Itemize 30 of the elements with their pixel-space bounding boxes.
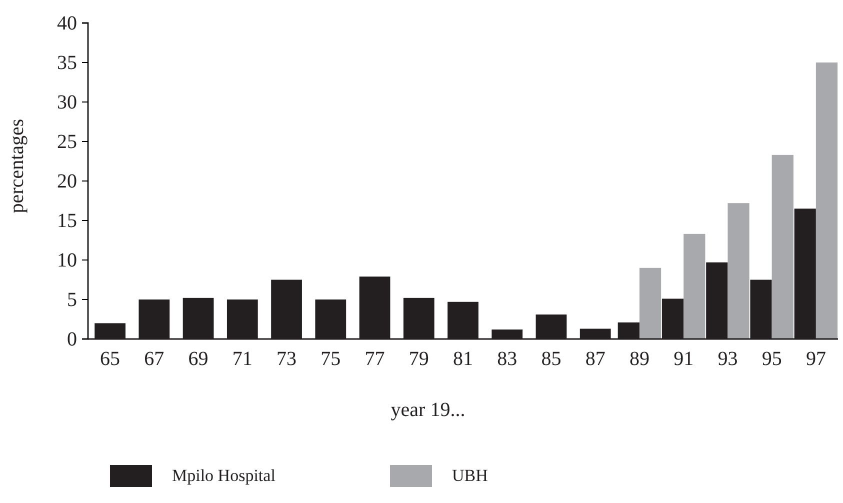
legend-label: UBH xyxy=(452,466,488,485)
x-tick-label: 89 xyxy=(629,348,650,370)
x-tick-label: 65 xyxy=(100,348,120,370)
y-tick-label: 5 xyxy=(67,288,77,311)
x-tick-label: 71 xyxy=(232,348,252,370)
x-tick-label: 79 xyxy=(408,348,429,370)
y-tick-label: 15 xyxy=(57,210,77,232)
x-tick-label: 85 xyxy=(541,348,562,370)
y-tick-label: 40 xyxy=(57,12,77,34)
y-tick-label: 35 xyxy=(57,52,77,74)
x-tick-label: 69 xyxy=(188,348,208,370)
y-axis-title: percentages xyxy=(6,118,28,214)
y-tick-label: 0 xyxy=(67,328,77,350)
x-tick-label: 81 xyxy=(453,348,473,370)
x-tick-label: 83 xyxy=(497,348,518,370)
x-tick-label: 87 xyxy=(585,348,606,370)
x-axis-title: year 19... xyxy=(390,399,466,421)
x-tick-label: 93 xyxy=(718,348,738,370)
x-tick-label: 75 xyxy=(320,348,341,370)
x-tick-label: 95 xyxy=(762,348,782,370)
x-tick-label: 97 xyxy=(806,348,826,370)
x-tick-label: 67 xyxy=(144,348,164,370)
x-tick-label: 77 xyxy=(364,348,385,370)
x-tick-label: 91 xyxy=(674,348,694,370)
y-tick-label: 20 xyxy=(57,170,77,192)
x-tick-label: 73 xyxy=(276,348,297,370)
y-tick-label: 30 xyxy=(57,91,77,114)
legend-label: Mpilo Hospital xyxy=(172,466,276,485)
y-tick-label: 25 xyxy=(57,130,77,153)
y-tick-label: 10 xyxy=(57,249,77,272)
